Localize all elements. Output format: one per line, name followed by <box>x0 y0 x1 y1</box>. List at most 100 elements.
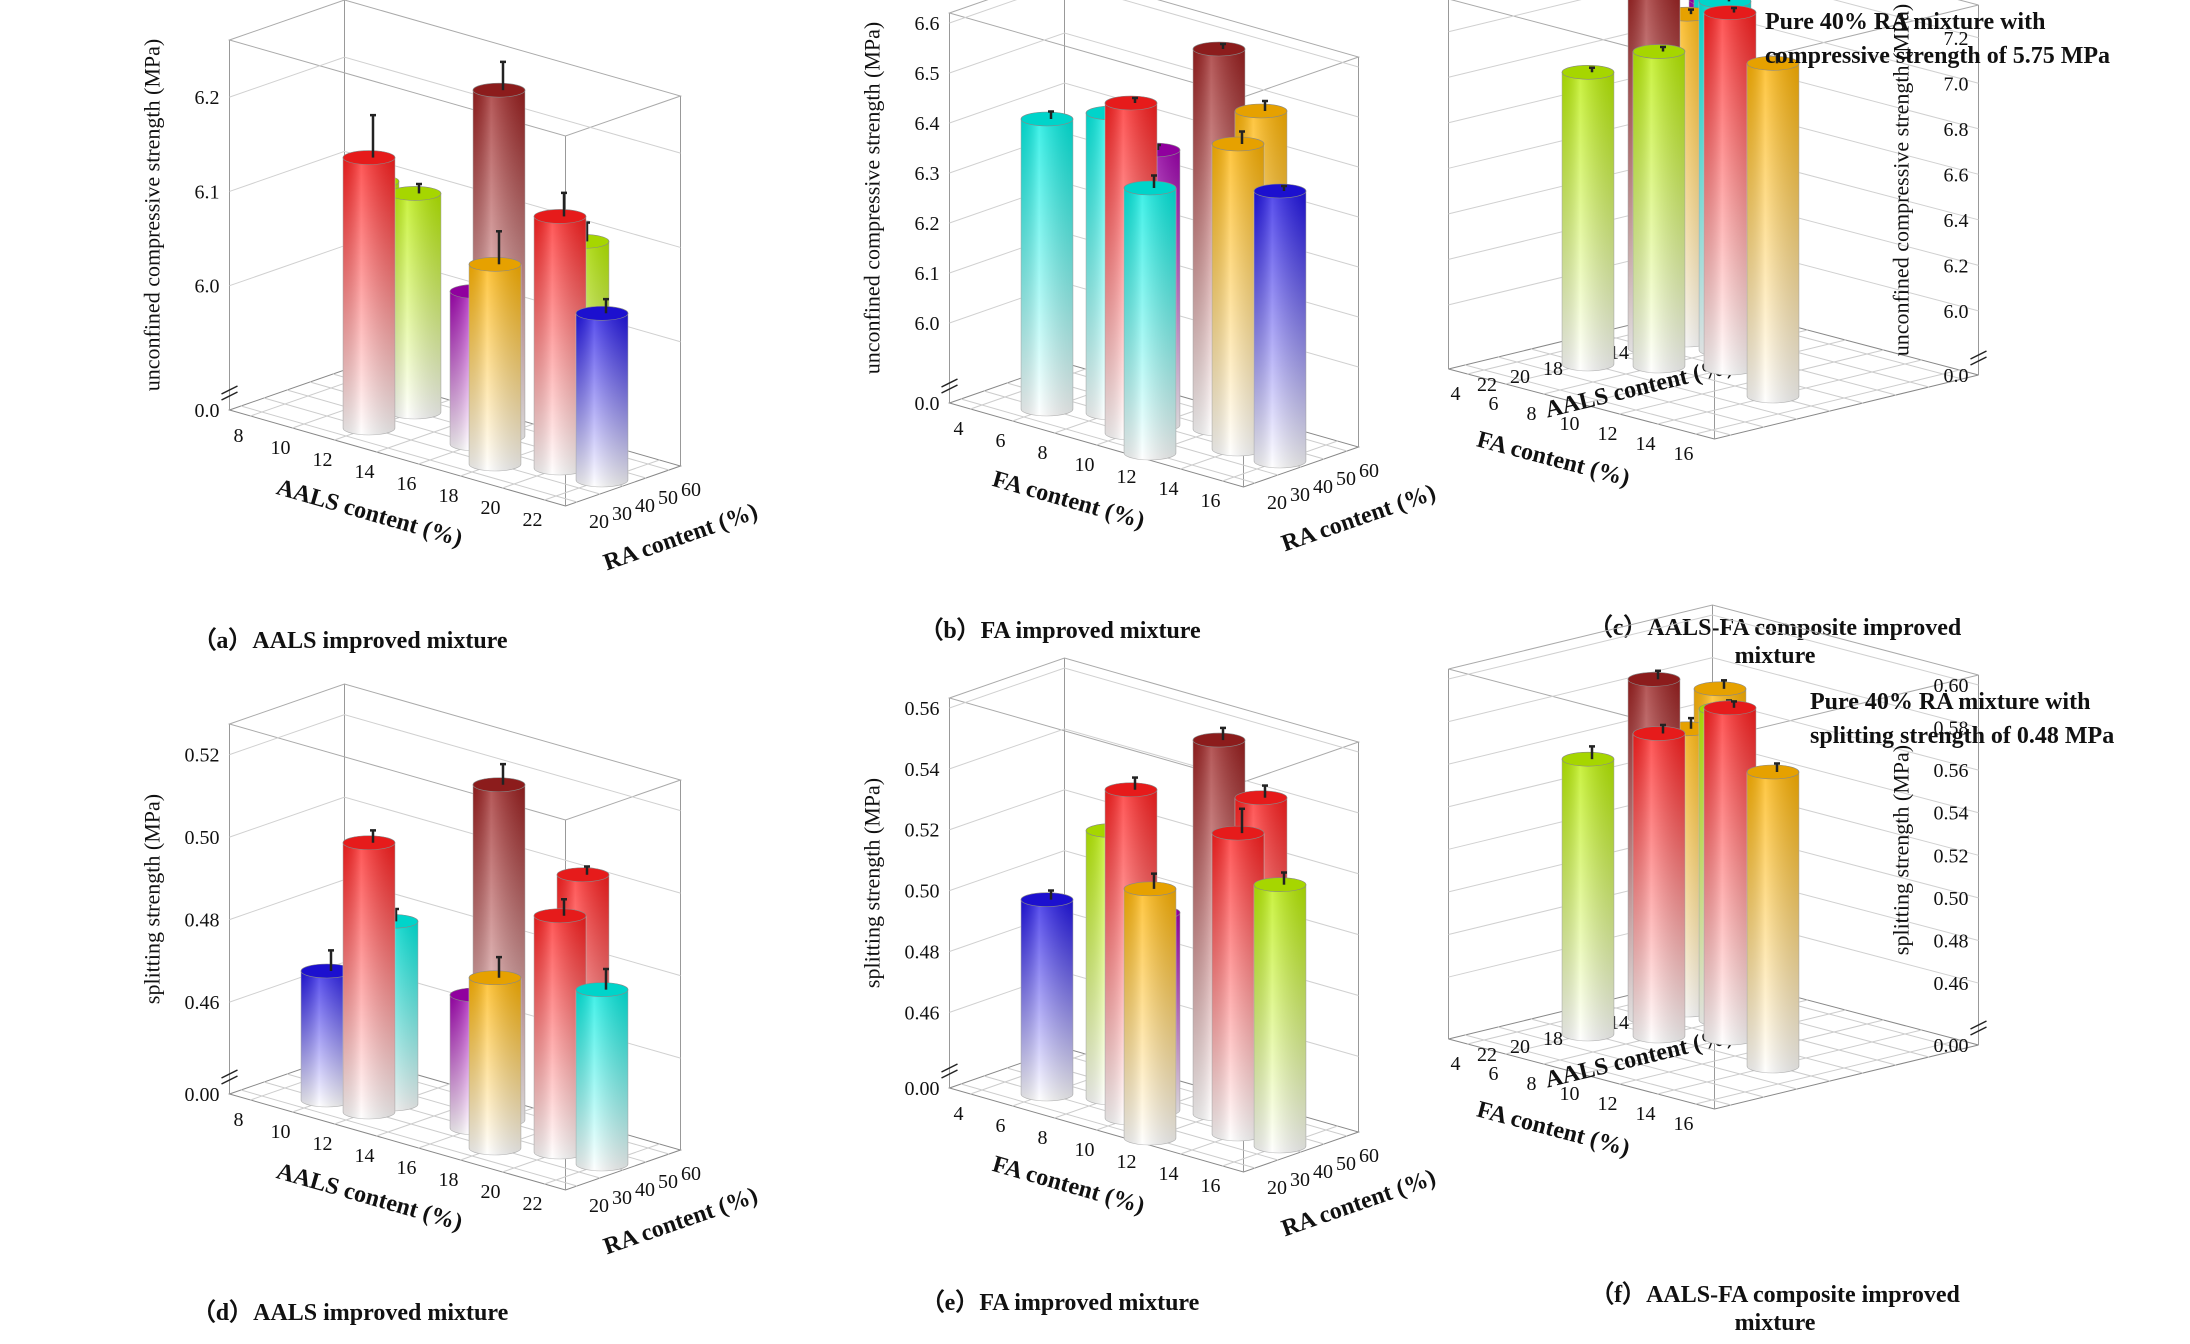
chart-c-bar <box>1632 44 1686 374</box>
chart-c-caption: （c）AALS-FA composite improved mixture <box>1588 615 1962 669</box>
chart-f-y-tick-label: 22 <box>1477 1044 1497 1066</box>
chart-d-z-tick-label: 0.50 <box>185 827 220 849</box>
chart-d-y-tick-label: 30 <box>612 1187 632 1209</box>
chart-f-x-tick-label: 8 <box>1527 1073 1537 1095</box>
chart-d-z-tick-label: 0.00 <box>185 1084 220 1106</box>
chart-c-bar <box>1746 52 1800 404</box>
chart-f-z-tick-label: 0.52 <box>1934 845 1969 867</box>
chart-e-x-tick-label: 12 <box>1117 1151 1137 1173</box>
chart-c-z-tick-label: 6.0 <box>1944 301 1969 323</box>
chart-f-bar <box>1746 762 1800 1074</box>
chart-a-y-tick-label: 20 <box>589 511 609 533</box>
chart-c-x-tick-label: 14 <box>1636 433 1656 455</box>
chart-e-x-tick-label: 6 <box>996 1115 1006 1137</box>
chart-panel-e: 0.00 0.46 0.48 0.50 0.52 0.54 0.56 splitting st… <box>720 657 1450 1344</box>
chart-b-x-tick-label: 6 <box>996 430 1006 452</box>
chart-e-x-tick-label: 14 <box>1159 1163 1179 1185</box>
chart-f-axis-break <box>1970 1020 1987 1036</box>
chart-d-bar <box>300 949 354 1108</box>
chart-d-y-tick-label: 50 <box>658 1171 678 1193</box>
chart-c-z-tick-label: 6.2 <box>1944 255 1969 277</box>
chart-d-y-tick-label: 40 <box>635 1179 655 1201</box>
chart-d-bar <box>533 898 587 1160</box>
chart-f-note: Pure 40% RA mixture with splitting stren… <box>1810 689 2115 749</box>
chart-b-x-tick-label: 10 <box>1075 454 1095 476</box>
chart-panel-a: 0.0 6.0 6.1 6.2 unconfined compressive stren… <box>0 0 761 660</box>
chart-a-x-tick-label: 12 <box>313 449 333 471</box>
chart-f-x-tick-label: 4 <box>1451 1053 1461 1075</box>
chart-b-x-tick-label: 16 <box>1201 490 1221 512</box>
chart-d-bar <box>468 955 522 1156</box>
chart-e-bar <box>1020 889 1074 1102</box>
chart-d-z-tick-label: 0.48 <box>185 910 220 932</box>
chart-d-x-tick-label: 14 <box>355 1145 375 1167</box>
chart-b-y-tick-label: 60 <box>1359 460 1379 482</box>
chart-d-x-label: AALS content (%) <box>274 1158 466 1236</box>
chart-c-note: Pure 40% RA mixture with compressive str… <box>1765 9 2111 69</box>
chart-b-z-tick-label: 6.4 <box>915 113 940 135</box>
chart-d-x-tick-label: 10 <box>271 1121 291 1143</box>
chart-e-z-tick-label: 0.00 <box>905 1078 940 1100</box>
chart-f-caption: （f）AALS-FA composite improved mixture <box>1590 1282 1960 1336</box>
chart-b-x-tick-label: 14 <box>1159 478 1179 500</box>
chart-a-x-tick-label: 14 <box>355 461 375 483</box>
chart-d-x-tick-label: 20 <box>481 1181 501 1203</box>
chart-c-z-tick-label: 7.2 <box>1944 28 1969 50</box>
chart-f-z-tick-label: 0.46 <box>1934 973 1969 995</box>
chart-c-z-tick-label: 6.6 <box>1944 164 1969 186</box>
chart-a-bar <box>575 297 629 488</box>
chart-d-bars <box>300 762 629 1172</box>
chart-e-y-tick-label: 60 <box>1359 1145 1379 1167</box>
chart-f-bar <box>1632 723 1686 1044</box>
chart-b-axis-break <box>941 378 958 394</box>
chart-panel-c: 0.0 6.0 6.2 6.4 6.6 6.8 7.0 7.2 unconfined compr… <box>1420 0 2190 680</box>
chart-a-caption: （a）AALS improved mixture <box>192 628 508 654</box>
chart-d-svg: 0.00 0.46 0.48 0.50 0.52 splitting strength (… <box>140 683 761 1260</box>
chart-b-bar <box>1253 183 1307 469</box>
chart-b-z-tick-label: 0.0 <box>915 393 940 415</box>
chart-a-bar <box>533 191 587 476</box>
chart-a-z-tick-label: 6.0 <box>195 276 220 298</box>
chart-e-y-tick-label: 20 <box>1267 1177 1287 1199</box>
chart-a-x-tick-label: 16 <box>397 473 417 495</box>
chart-e-x-tick-label: 4 <box>954 1103 964 1125</box>
chart-b-y-tick-label: 40 <box>1313 476 1333 498</box>
chart-a-z-tick-label: 6.1 <box>195 181 220 203</box>
chart-e-caption: （e）FA improved mixture <box>920 1290 1200 1316</box>
chart-a-z-tick-label: 0.0 <box>195 400 220 422</box>
chart-d-z-tick-label: 0.52 <box>185 745 220 767</box>
chart-f-x-tick-label: 6 <box>1489 1063 1499 1085</box>
chart-a-svg: 0.0 6.0 6.1 6.2 unconfined compressive stren… <box>140 0 761 576</box>
chart-a-x-tick-label: 20 <box>481 497 501 519</box>
chart-e-bars <box>1020 726 1307 1154</box>
chart-b-z-tick-label: 6.3 <box>915 163 940 185</box>
chart-f-z-tick-label: 0.00 <box>1934 1035 1969 1057</box>
chart-c-bar <box>1561 64 1615 372</box>
chart-b-y-tick-label: 20 <box>1267 492 1287 514</box>
chart-f-x-tick-label: 12 <box>1598 1093 1618 1115</box>
chart-c-z-tick-label: 0.0 <box>1944 365 1969 387</box>
chart-a-bar <box>342 113 396 436</box>
chart-a-bar <box>388 182 442 420</box>
chart-f-bars <box>1561 669 1800 1074</box>
chart-d-x-tick-label: 18 <box>439 1169 459 1191</box>
chart-e-z-label: splitting strength (MPa) <box>860 778 885 988</box>
chart-e-x-tick-label: 10 <box>1075 1139 1095 1161</box>
chart-b-z-tick-label: 6.5 <box>915 63 940 85</box>
chart-a-z-tick-label: 6.2 <box>195 87 220 109</box>
chart-b-x-tick-label: 12 <box>1117 466 1137 488</box>
chart-f-z-label: splitting strength (MPa) <box>1889 745 1914 955</box>
chart-d-y-tick-label: 20 <box>589 1195 609 1217</box>
chart-c-x-tick-label: 4 <box>1451 383 1461 405</box>
chart-c-z-tick-label: 6.4 <box>1944 210 1969 232</box>
chart-d-z-label: splitting strength (MPa) <box>140 794 165 1004</box>
chart-e-z-tick-label: 0.52 <box>905 820 940 842</box>
chart-b-y-tick-label: 30 <box>1290 484 1310 506</box>
chart-panel-d: 0.00 0.46 0.48 0.50 0.52 splitting strength (… <box>0 680 761 1344</box>
chart-e-z-tick-label: 0.50 <box>905 881 940 903</box>
chart-e-y-tick-label: 50 <box>1336 1153 1356 1175</box>
chart-d-caption: （d）AALS improved mixture <box>191 1300 509 1326</box>
chart-e-bar <box>1253 871 1307 1154</box>
